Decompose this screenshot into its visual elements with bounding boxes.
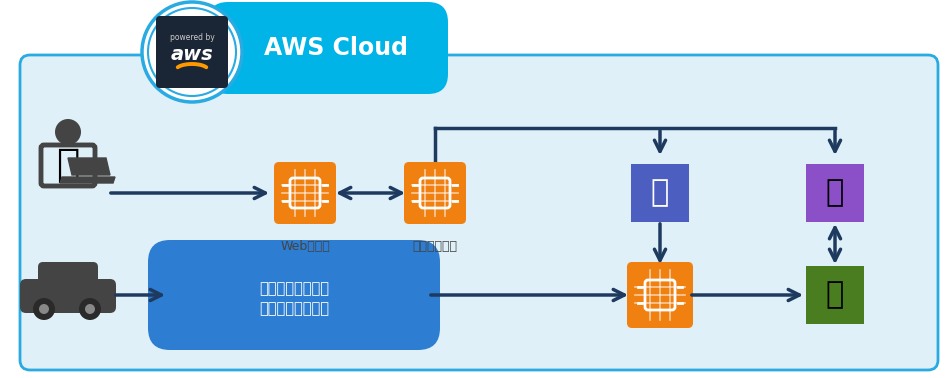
FancyBboxPatch shape: [806, 164, 864, 222]
Text: powered by: powered by: [170, 34, 214, 42]
Polygon shape: [60, 177, 115, 183]
Circle shape: [85, 304, 95, 314]
FancyBboxPatch shape: [274, 162, 336, 224]
Text: 🗃: 🗃: [651, 178, 669, 208]
Circle shape: [79, 298, 101, 320]
FancyBboxPatch shape: [20, 279, 116, 313]
Circle shape: [39, 304, 49, 314]
Text: 道路荔れ情報作成: 道路荔れ情報作成: [259, 302, 329, 316]
FancyBboxPatch shape: [404, 162, 466, 224]
Text: 👤: 👤: [56, 146, 80, 184]
Circle shape: [148, 8, 236, 96]
Polygon shape: [68, 158, 110, 175]
FancyBboxPatch shape: [208, 2, 448, 94]
Text: 車両データ蓄積／: 車両データ蓄積／: [259, 282, 329, 296]
FancyBboxPatch shape: [631, 164, 689, 222]
Text: 🔎: 🔎: [826, 178, 844, 208]
FancyBboxPatch shape: [627, 262, 693, 328]
FancyBboxPatch shape: [156, 16, 228, 88]
Text: Webサイト: Webサイト: [280, 240, 330, 253]
Text: AWS Cloud: AWS Cloud: [264, 36, 408, 60]
FancyBboxPatch shape: [20, 55, 938, 370]
Circle shape: [33, 298, 55, 320]
FancyBboxPatch shape: [38, 262, 98, 292]
FancyBboxPatch shape: [148, 240, 440, 350]
Circle shape: [142, 2, 242, 102]
Text: 🪣: 🪣: [826, 280, 844, 310]
Text: aws: aws: [171, 45, 213, 64]
Circle shape: [55, 119, 81, 145]
Text: 地図サーバー: 地図サーバー: [412, 240, 458, 253]
FancyBboxPatch shape: [806, 266, 864, 324]
